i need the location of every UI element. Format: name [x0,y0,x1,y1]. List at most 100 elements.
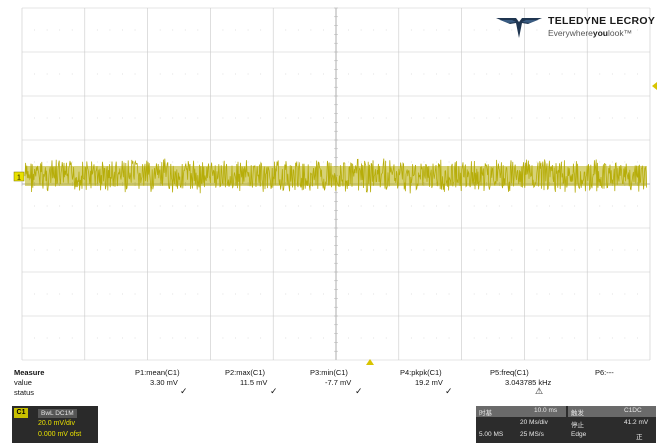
measure-param-label[interactable]: P5:freq(C1) [490,368,529,377]
grid-dot [34,205,36,207]
measure-param-status-icon: ⚠ [535,386,544,396]
grid-dot [134,29,136,31]
grid-dot [134,337,136,339]
grid-dot [599,205,601,207]
grid-dot [611,29,613,31]
grid-dot [34,337,36,339]
grid-dot [486,161,488,163]
grid-dot [348,337,350,339]
measure-param-label[interactable]: P2:max(C1) [225,368,266,377]
measure-param-label[interactable]: P3:min(C1) [310,368,348,377]
tagline-post: look [608,28,624,38]
grid-dot [159,161,161,163]
grid-dot [436,249,437,251]
channel-1-offset-marker[interactable]: 1 [13,171,25,182]
measure-param-value: 11.5 mV [240,378,268,387]
grid-dot [109,249,111,251]
grid-dot [599,29,601,31]
grid-dot [473,29,475,31]
grid-dot [423,249,425,251]
grid-dot [611,161,613,163]
grid-dot [71,73,73,75]
grid-dot [360,337,362,339]
grid-dot [385,293,387,295]
grid-dot [599,293,601,295]
grid-dot [71,205,73,207]
trigger-header-bg [568,406,656,417]
grid-dot [636,293,638,295]
grid-dot [310,337,312,339]
grid-dot [134,249,136,251]
grid-dot [297,337,299,339]
grid-dot [222,29,224,31]
measure-param-label[interactable]: P1:mean(C1) [135,368,180,377]
grid-dot [197,117,199,119]
grid-dot [184,29,186,31]
channel-coupling: BwL DC1M [38,409,77,418]
grid-dot [172,293,174,295]
grid-dot [159,117,161,119]
grid-dot [197,161,199,163]
grid-dot [385,117,387,119]
grid-dot [511,161,513,163]
grid-dot [498,249,500,251]
grid-dot [247,337,249,339]
grid-dot [611,249,613,251]
grid-dot [561,337,563,339]
grid-dot [310,73,312,75]
grid-dot [624,337,626,339]
grid-dot [59,117,61,119]
grid-dot [373,205,375,207]
grid-dot [574,293,576,295]
grid-dot [360,249,362,251]
grid-dot [96,293,98,295]
grid-dot [159,29,161,31]
measure-param-label[interactable]: P6:--- [595,368,614,377]
grid-dot [122,205,123,207]
measure-status-row-label: status [14,388,35,397]
grid-dot [247,117,249,119]
grid-dot [260,205,262,207]
grid-dot [297,73,299,75]
grid-dot [46,293,48,295]
grid-dot [297,29,299,31]
grid-dot [235,117,236,119]
trigger-level-marker[interactable] [652,82,657,90]
grid-dot [599,73,601,75]
grid-dot [322,73,324,75]
grid-dot [373,117,375,119]
grid-dot [410,117,412,119]
grid-dot [549,205,550,207]
grid-dot [197,73,199,75]
grid-dot [536,117,538,119]
trigger-position-marker[interactable] [366,359,374,365]
grid-dot [159,249,161,251]
timebase-trigger-panel[interactable]: 时基 10.0 ms 触发 C1DC 20 Ms/div 停止 41.2 mV … [476,406,656,443]
measure-param-label[interactable]: P4:pkpk(C1) [400,368,442,377]
grid-dot [71,249,73,251]
grid-dot [599,249,601,251]
grid-dot [423,337,425,339]
channel-1-descriptor[interactable]: C1 BwL DC1M 20.0 mV/div 0.000 mV ofst [12,406,98,443]
grid-dot [297,249,299,251]
measure-param-value: -7.7 mV [325,378,352,387]
brand-name: TELEDYNE LECROY [548,15,656,27]
grid-dot [172,73,174,75]
measure-param-status-icon: ✓ [355,386,363,396]
grid-dot [599,161,601,163]
grid-dot [159,293,161,295]
grid-dot [46,29,48,31]
grid-dot [561,117,563,119]
grid-dot [498,29,500,31]
grid-dot [34,293,36,295]
grid-dot [549,29,550,31]
grid-dot [636,337,638,339]
grid-dot [322,293,324,295]
grid-dot [436,117,437,119]
grid-dot [624,29,626,31]
grid-dot [46,73,48,75]
grid-dot [197,249,199,251]
grid-dot [574,117,576,119]
grid-dot [348,73,350,75]
grid-dot [34,161,36,163]
